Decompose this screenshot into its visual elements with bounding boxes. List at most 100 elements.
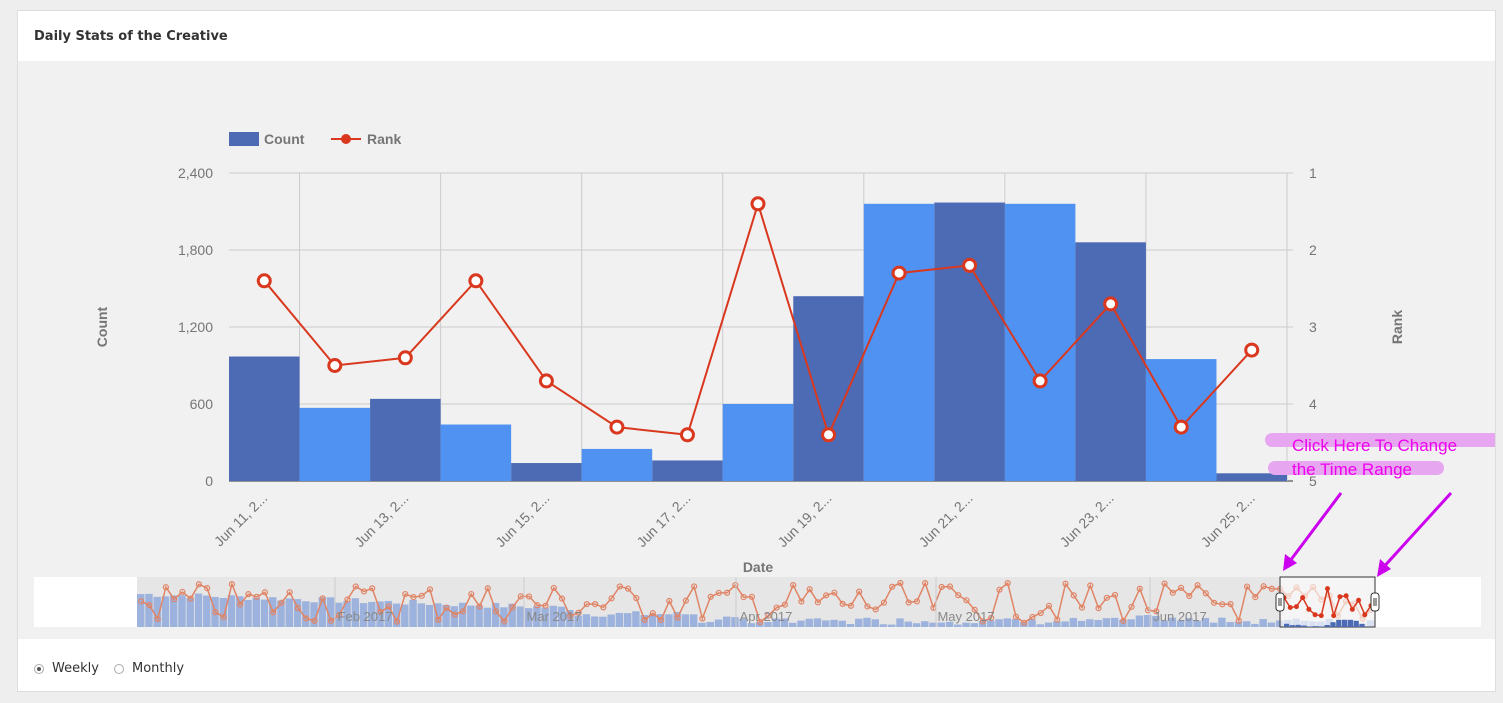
navigator-selected-bar [1330, 622, 1336, 627]
navigator-point [294, 605, 302, 612]
navigator-point [1235, 617, 1242, 624]
x-tick-label: Jun 21, 2... [915, 490, 975, 550]
navigator-point [1111, 591, 1119, 599]
x-axis-title: Date [743, 559, 774, 575]
navigator-point [517, 593, 524, 600]
navigator-selected-bar [1353, 620, 1359, 627]
navigator-bar [1003, 618, 1012, 627]
x-tick-label: Jun 17, 2... [633, 490, 693, 550]
count-bar [1004, 203, 1076, 482]
monthly-label[interactable]: Monthly [132, 661, 185, 676]
navigator-point [773, 604, 780, 611]
navigator-point [839, 600, 846, 607]
navigator-bar [1102, 618, 1111, 627]
rank-point [397, 350, 413, 366]
navigator-bar [1053, 621, 1061, 627]
annotation-arrow-right [1377, 491, 1453, 577]
navigator-selected-point [1300, 595, 1306, 601]
navigator-point [278, 599, 285, 606]
navigator-bar [557, 606, 566, 627]
navigator-bar [483, 607, 492, 627]
y-left-tick-label: 600 [190, 396, 214, 412]
navigator-bar [203, 595, 211, 627]
navigator-bar [467, 605, 475, 627]
navigator-bar [615, 612, 624, 627]
navigator-point [228, 581, 236, 588]
navigator-bar [318, 597, 327, 627]
navigator-bar [648, 614, 657, 627]
navigator-bar [1011, 619, 1020, 627]
navigator-bar [665, 614, 673, 627]
navigator-point [451, 611, 458, 618]
navigator-selected-bar [1318, 626, 1325, 627]
navigator-point [715, 589, 722, 597]
navigator-bar [475, 605, 483, 627]
navigator-point [732, 581, 739, 589]
navigator-bar [533, 606, 541, 627]
navigator-point [1120, 617, 1127, 625]
y-left-tick-label: 2,400 [178, 165, 213, 181]
count-bar [229, 356, 300, 481]
legend-rank-label[interactable]: Rank [367, 131, 401, 147]
chart-legend[interactable]: Count Rank [229, 131, 401, 147]
navigator-point [781, 601, 788, 608]
navigator-point [880, 599, 888, 606]
navigator-point [525, 593, 533, 600]
monthly-radio-dot[interactable] [114, 663, 124, 674]
rank-point [891, 265, 907, 281]
navigator-bar [780, 618, 789, 627]
y-left-tick-label: 1,200 [178, 319, 213, 335]
range-navigator[interactable]: Feb 2017 Mar 2017 Apr 2017 May 2017 Jun 2017 [34, 576, 1481, 628]
navigator-left-handle[interactable] [1275, 592, 1285, 612]
navigator-point [657, 616, 665, 624]
navigator-bar [731, 617, 739, 627]
navigator-bar [458, 602, 467, 627]
x-tick-label: Jun 13, 2... [351, 490, 411, 550]
navigator-point [979, 618, 987, 625]
monthly-radio[interactable]: Monthly [114, 661, 184, 676]
navigator-bar [153, 596, 161, 627]
navigator-point [476, 603, 483, 610]
navigator-point [468, 590, 475, 598]
navigator-point [806, 586, 813, 593]
navigator-point [344, 596, 351, 603]
navigator-selected-point [1293, 604, 1299, 610]
navigator-bar [813, 618, 822, 627]
navigator-point [699, 615, 706, 622]
navigator-selected-window[interactable] [1279, 576, 1376, 628]
navigator-point [1021, 619, 1028, 626]
rank-point [538, 373, 554, 389]
navigator-bar [244, 600, 252, 627]
navigator-bar [392, 603, 401, 627]
navigator-bar [178, 595, 186, 627]
navigator-bar [747, 623, 756, 627]
navigator-point [757, 618, 764, 626]
navigator-selected-point [1287, 605, 1293, 610]
navigator-bar [590, 616, 599, 627]
annotation-line-1: Click Here To Change [1292, 436, 1457, 455]
x-tick-label: Jun 19, 2... [774, 490, 834, 550]
navigator-right-handle[interactable] [1370, 592, 1380, 612]
navigator-month-label: Apr 2017 [740, 609, 793, 624]
navigator-bar [640, 615, 648, 627]
navigator-point [245, 591, 252, 598]
navigator-point [1177, 584, 1185, 591]
navigator-bar [838, 620, 846, 627]
navigator-bar [161, 596, 170, 627]
weekly-label[interactable]: Weekly [52, 661, 99, 676]
navigator-selected-bar [1359, 623, 1365, 627]
navigator-point [823, 592, 830, 599]
navigator-point [1194, 582, 1201, 589]
navigator-bar [772, 618, 780, 627]
weekly-radio[interactable]: Weekly [34, 661, 99, 676]
count-bar [299, 407, 371, 481]
navigator-bar [681, 614, 690, 627]
navigator-bar [1251, 623, 1259, 627]
navigator-point [1136, 585, 1143, 592]
weekly-radio-dot[interactable] [34, 663, 44, 674]
stats-card: Daily Stats of the Creative 2,400 1,800 1,… [17, 10, 1500, 692]
navigator-point [418, 592, 425, 599]
navigator-point [567, 612, 574, 620]
legend-count-label[interactable]: Count [264, 131, 305, 147]
navigator-point [410, 594, 417, 601]
